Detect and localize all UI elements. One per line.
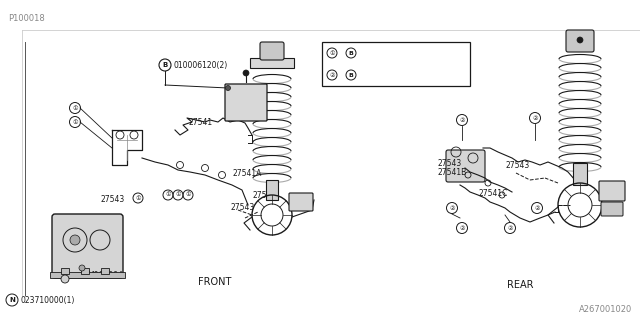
Circle shape bbox=[70, 235, 80, 245]
Bar bbox=[81, 268, 89, 274]
Text: 023710000(1): 023710000(1) bbox=[20, 295, 74, 305]
Bar bbox=[573, 163, 587, 185]
Text: 27543: 27543 bbox=[437, 158, 461, 167]
Bar bbox=[61, 268, 69, 274]
FancyBboxPatch shape bbox=[289, 193, 313, 211]
FancyBboxPatch shape bbox=[225, 84, 267, 121]
Circle shape bbox=[243, 70, 249, 76]
Text: 010108166(8): 010108166(8) bbox=[358, 50, 410, 56]
Text: N: N bbox=[9, 297, 15, 303]
FancyBboxPatch shape bbox=[446, 150, 485, 182]
Text: 27541A: 27541A bbox=[232, 169, 261, 178]
Text: ①: ① bbox=[72, 106, 78, 110]
Text: ①: ① bbox=[165, 193, 171, 197]
Text: ②: ② bbox=[534, 205, 540, 211]
Bar bbox=[101, 268, 109, 274]
FancyBboxPatch shape bbox=[601, 202, 623, 216]
Text: ②: ② bbox=[459, 226, 465, 230]
Circle shape bbox=[61, 275, 69, 283]
Text: ①: ① bbox=[175, 193, 181, 197]
Text: 27543: 27543 bbox=[505, 161, 529, 170]
FancyBboxPatch shape bbox=[599, 181, 625, 201]
Text: P100018: P100018 bbox=[8, 13, 45, 22]
FancyBboxPatch shape bbox=[260, 42, 284, 60]
Text: 27541C: 27541C bbox=[478, 188, 508, 197]
Text: ②: ② bbox=[532, 116, 538, 121]
FancyBboxPatch shape bbox=[566, 30, 594, 52]
Bar bbox=[250, 58, 294, 68]
Text: 27541B: 27541B bbox=[437, 167, 467, 177]
Circle shape bbox=[79, 265, 85, 271]
Text: B: B bbox=[349, 73, 353, 77]
Bar bbox=[266, 180, 278, 200]
Text: ②: ② bbox=[329, 73, 335, 77]
Text: 010108206(8): 010108206(8) bbox=[358, 72, 410, 78]
Text: 010006120(2): 010006120(2) bbox=[173, 60, 227, 69]
Text: B: B bbox=[349, 51, 353, 55]
Circle shape bbox=[225, 85, 230, 91]
Text: M060004: M060004 bbox=[87, 270, 123, 279]
Text: ②: ② bbox=[507, 226, 513, 230]
Circle shape bbox=[577, 37, 583, 43]
Text: ①: ① bbox=[72, 119, 78, 124]
Text: B: B bbox=[163, 62, 168, 68]
Text: REAR: REAR bbox=[507, 280, 533, 290]
Text: A267001020: A267001020 bbox=[579, 306, 632, 315]
Text: FRONT: FRONT bbox=[198, 277, 232, 287]
Bar bbox=[50, 272, 125, 278]
Text: 27520: 27520 bbox=[252, 190, 276, 199]
Text: ①: ① bbox=[135, 196, 141, 201]
Text: 27541: 27541 bbox=[188, 117, 212, 126]
Text: 27543: 27543 bbox=[100, 196, 124, 204]
Bar bbox=[322, 42, 470, 86]
Text: ②: ② bbox=[459, 117, 465, 123]
Text: ②: ② bbox=[449, 205, 455, 211]
FancyBboxPatch shape bbox=[52, 214, 123, 278]
Text: ①: ① bbox=[185, 193, 191, 197]
Text: ①: ① bbox=[329, 51, 335, 55]
Text: 27543: 27543 bbox=[230, 204, 254, 212]
